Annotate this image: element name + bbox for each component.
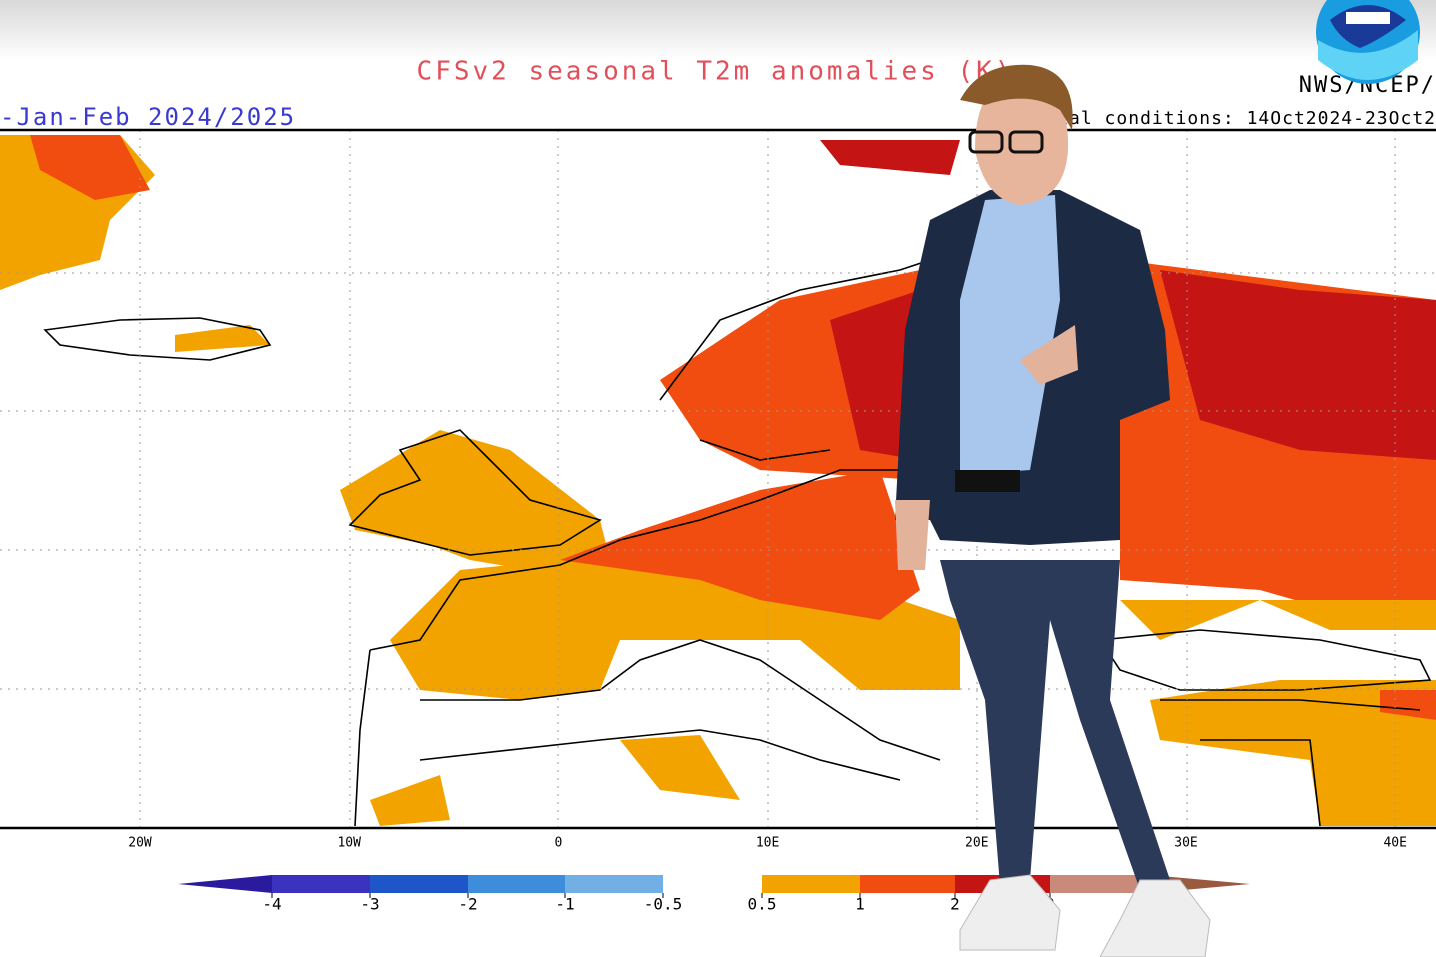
colorbar-box <box>1050 875 1150 893</box>
fill-north-africa <box>620 735 740 800</box>
coast-turkey <box>1160 699 1421 827</box>
longitude-label: 0 <box>554 836 562 851</box>
fill-caucasus <box>1380 690 1436 720</box>
coast-continent <box>354 469 941 827</box>
longitude-label: 40E <box>1383 836 1406 851</box>
logo-wordmark <box>1346 12 1390 24</box>
anomaly-fills <box>0 135 1436 826</box>
colorbar-label: 0.5 <box>748 895 777 914</box>
coast-north-africa <box>419 729 901 781</box>
presenter-jeans <box>940 560 1170 890</box>
colorbar-box <box>468 875 565 893</box>
coast-scandinavia <box>659 249 961 461</box>
noaa-logo <box>1316 0 1420 84</box>
presenter-hand <box>1020 325 1078 385</box>
presenter-belt <box>955 470 1020 492</box>
presenter-shoe <box>1099 879 1211 957</box>
top-shade <box>0 0 1436 60</box>
presenter-hand <box>895 500 930 570</box>
colorbar-box <box>272 875 370 893</box>
colorbar-label: 1 <box>855 895 865 914</box>
initial-conditions: Initial conditions: 14Oct2024-23Oct2 <box>1010 108 1436 129</box>
longitude-label: 20E <box>965 836 988 851</box>
presenter-shoe <box>959 874 1061 951</box>
longitude-label: 30E <box>1174 836 1197 851</box>
fill-ukraine <box>1120 600 1436 640</box>
colorbar-box <box>663 875 762 893</box>
fill-scandinavia-hot <box>830 290 920 460</box>
season-label: -Jan-Feb 2024/2025 <box>0 103 296 131</box>
colorbar-label: -4 <box>262 895 281 914</box>
colorbar-box <box>860 875 955 893</box>
coastlines <box>43 249 1432 827</box>
longitude-label: 10W <box>337 836 361 851</box>
fill-russia-hot <box>1160 270 1436 460</box>
colorbar-cap <box>178 875 272 893</box>
longitude-label: 20W <box>128 836 152 851</box>
presenter-shirt <box>960 195 1060 475</box>
fill-svalbard <box>820 140 960 175</box>
presenter-hair <box>960 64 1073 130</box>
coast-black-sea <box>1098 629 1432 691</box>
longitude-label: 10E <box>756 836 779 851</box>
colorbar-label: 2 <box>950 895 960 914</box>
colorbar-label: -2 <box>458 895 477 914</box>
fill-iceland <box>175 325 270 352</box>
coast-british-isles <box>348 429 602 556</box>
fill-turkey <box>1150 680 1436 826</box>
presenter <box>895 64 1211 957</box>
fill-morocco <box>370 775 450 826</box>
longitude-labels: 20W 10W 0 10E 20E 30E 40E <box>128 836 1407 851</box>
presenter-glasses <box>1008 130 1044 154</box>
colorbar-box <box>565 875 663 893</box>
coast-iceland <box>43 317 272 361</box>
logo-wave <box>1318 30 1418 80</box>
colorbar-label: -0.5 <box>644 895 683 914</box>
colorbar-label: -3 <box>360 895 379 914</box>
presenter-glasses <box>968 130 1004 154</box>
colorbar-label: -1 <box>555 895 574 914</box>
colorbar-box <box>370 875 468 893</box>
fill-greenland-warm <box>30 135 150 200</box>
fill-central-europe <box>560 470 920 620</box>
map-title: CFSv2 seasonal T2m anomalies (K) <box>417 57 1014 87</box>
presenter-face <box>975 80 1069 205</box>
colorbar-box <box>762 875 860 893</box>
colorbar: -4-3-2-1-0.50.5123 <box>178 875 1250 914</box>
fill-british-isles <box>340 430 610 570</box>
